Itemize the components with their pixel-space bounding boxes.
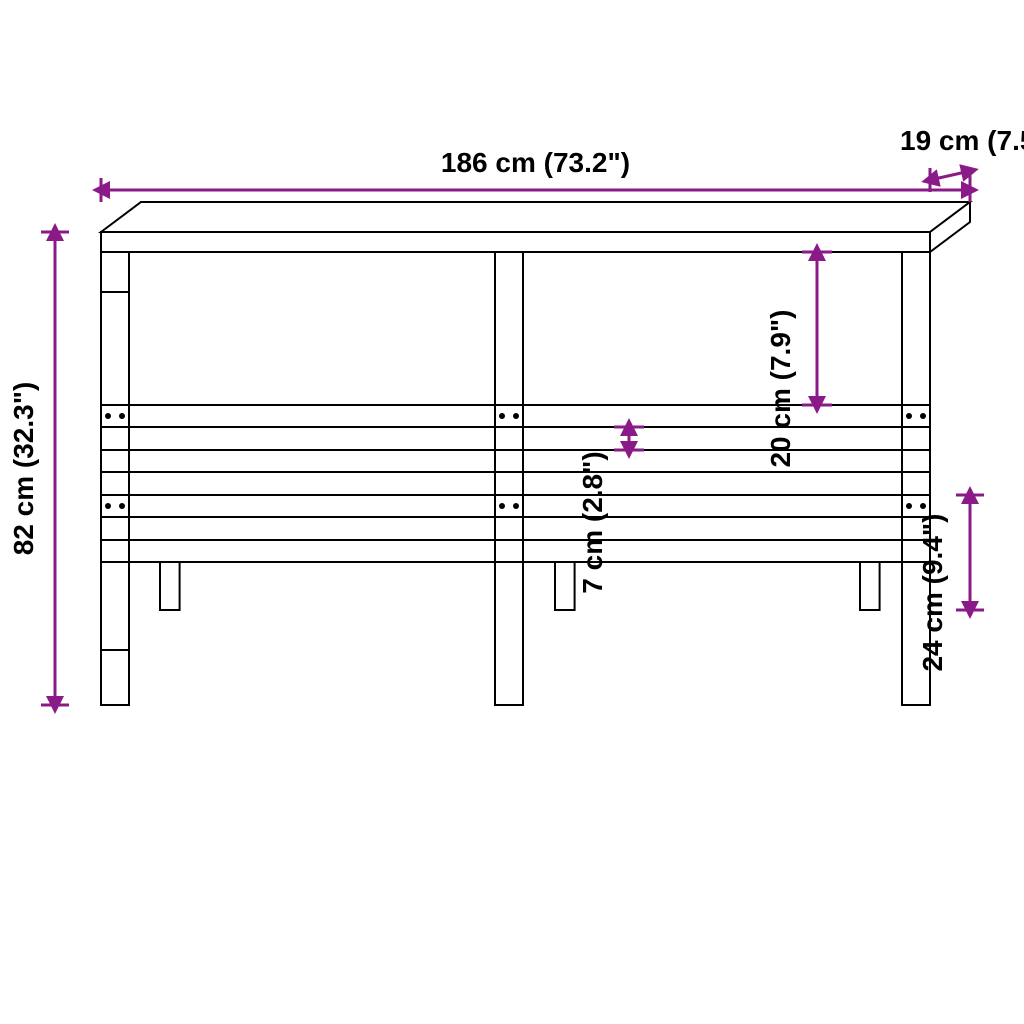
svg-text:20 cm (7.9"): 20 cm (7.9"): [765, 309, 796, 467]
svg-text:82 cm (32.3"): 82 cm (32.3"): [8, 382, 39, 556]
svg-text:24 cm (9.4"): 24 cm (9.4"): [917, 513, 948, 671]
headboard-drawing: [101, 202, 971, 705]
svg-text:7 cm (2.8"): 7 cm (2.8"): [577, 451, 608, 593]
svg-text:186 cm (73.2"): 186 cm (73.2"): [441, 147, 630, 178]
svg-text:19 cm (7.5"): 19 cm (7.5"): [900, 125, 1024, 156]
